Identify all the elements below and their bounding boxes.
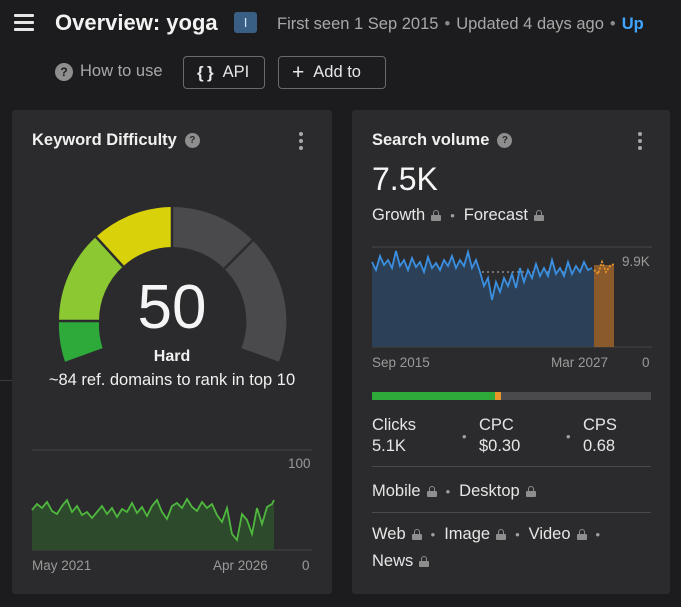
updated-time: Updated 4 days ago [456, 15, 604, 33]
sv-chart-min: 0 [642, 355, 650, 370]
sv-tabs: Growth • Forecast [372, 206, 544, 225]
divider [372, 466, 651, 467]
separator-dot: • [515, 527, 520, 542]
intent-badge[interactable]: I [234, 12, 257, 33]
lock-icon [426, 486, 437, 497]
cps-metric: CPS 0.68 [583, 415, 617, 457]
lock-icon [411, 529, 422, 540]
serp-type-tabs-row2: News [372, 552, 430, 571]
keyword-meta: First seen 1 Sep 2015 • Updated 4 days ago… [277, 15, 644, 34]
clicks-bar-paid [495, 392, 501, 400]
add-to-label: Add to [313, 63, 361, 81]
gauge-divider [223, 239, 254, 270]
clicks-label: Clicks [372, 416, 416, 434]
search-volume-card: Search volume ? 7.5K Growth • Forecast 9… [352, 110, 670, 594]
sv-chart-end: Mar 2027 [551, 355, 609, 370]
how-to-use-link[interactable]: ? How to use [55, 62, 163, 81]
page-header: Overview: yoga I First seen 1 Sep 2015 • U… [0, 0, 681, 100]
how-to-use-label: How to use [80, 62, 163, 80]
gauge-segment [58, 321, 103, 362]
kd-description: ~84 ref. domains to rank in top 10 [48, 371, 296, 389]
mobile-tab[interactable]: Mobile [372, 482, 421, 500]
sv-value: 7.5K [372, 161, 438, 197]
image-tab[interactable]: Image [444, 525, 491, 543]
plus-icon: + [292, 60, 305, 84]
kd-trend-max: 100 [288, 456, 311, 471]
web-tab[interactable]: Web [372, 525, 406, 543]
separator-dot: • [566, 429, 571, 444]
separator-dot: • [609, 15, 616, 33]
divider [0, 380, 12, 381]
sv-forecast-area [594, 265, 614, 347]
forecast-tab[interactable]: Forecast [463, 206, 528, 224]
video-tab[interactable]: Video [528, 525, 571, 543]
lock-icon [525, 486, 536, 497]
sv-chart [371, 246, 652, 400]
divider [372, 512, 651, 513]
gauge-divider [95, 236, 124, 268]
clicks-value: 5.1K [372, 437, 406, 455]
lock-icon [576, 529, 587, 540]
help-icon[interactable]: ? [184, 133, 200, 148]
growth-tab[interactable]: Growth [372, 206, 426, 224]
separator-dot: • [445, 484, 451, 499]
lock-icon [533, 210, 544, 221]
sv-forecast-line [593, 259, 615, 276]
sv-card-title: Search volume ? [372, 131, 513, 150]
help-icon: ? [55, 62, 73, 81]
add-to-button[interactable]: + Add to [278, 56, 386, 89]
cps-label: CPS [583, 416, 617, 434]
separator-dot: • [450, 208, 455, 223]
kd-title-text: Keyword Difficulty [32, 131, 177, 149]
lock-icon [419, 556, 430, 567]
separator-dot: • [444, 15, 451, 33]
cpc-value: $0.30 [479, 437, 521, 455]
clicks-bar-track [372, 392, 651, 400]
api-button[interactable]: { } API [183, 56, 265, 89]
news-tab[interactable]: News [372, 552, 414, 570]
kd-value: 50 [137, 273, 207, 342]
gauge-segment [224, 240, 287, 362]
kd-gauge [58, 207, 287, 362]
api-label: API [222, 63, 250, 81]
more-options-icon[interactable] [635, 132, 645, 150]
help-icon[interactable]: ? [497, 133, 513, 148]
lock-icon [431, 210, 442, 221]
serp-type-tabs: Web • Image • Video • [372, 525, 609, 544]
kd-card-title: Keyword Difficulty ? [32, 131, 200, 150]
clicks-bar-organic [372, 392, 495, 400]
kd-trend-end: Apr 2026 [213, 558, 268, 573]
keyword-difficulty-card: Keyword Difficulty ? 50 Hard ~84 ref. do… [12, 110, 332, 594]
separator-dot: • [462, 429, 467, 444]
kd-trend-min: 0 [302, 558, 310, 573]
sv-chart-max: 9.9K [622, 254, 650, 269]
update-link[interactable]: Up [621, 15, 644, 33]
cpc-metric: CPC $0.30 [479, 415, 520, 457]
separator-dot: • [430, 527, 436, 542]
cps-value: 0.68 [583, 437, 616, 455]
gauge-segment [172, 207, 253, 269]
kd-trend-start: May 2021 [32, 558, 92, 573]
cpc-label: CPC [479, 416, 514, 434]
kd-trend-area [32, 499, 274, 550]
gauge-segment [96, 207, 172, 267]
kd-trend-line [31, 497, 275, 543]
lock-icon [496, 529, 507, 540]
sv-line [371, 248, 593, 301]
more-options-icon[interactable] [296, 132, 306, 150]
gauge-segment [58, 236, 123, 321]
clicks-metric: Clicks 5.1K [372, 415, 416, 457]
separator-dot: • [595, 527, 601, 542]
sv-chart-start: Sep 2015 [372, 355, 430, 370]
kd-trend-chart [31, 449, 312, 551]
sv-title-text: Search volume [372, 131, 490, 149]
braces-icon: { } [197, 62, 214, 82]
device-tabs: Mobile • Desktop [372, 482, 536, 501]
desktop-tab[interactable]: Desktop [459, 482, 520, 500]
page-title: Overview: yoga [55, 10, 218, 35]
kd-level: Hard [153, 348, 191, 365]
menu-icon[interactable] [14, 14, 34, 31]
first-seen: First seen 1 Sep 2015 [277, 15, 439, 33]
